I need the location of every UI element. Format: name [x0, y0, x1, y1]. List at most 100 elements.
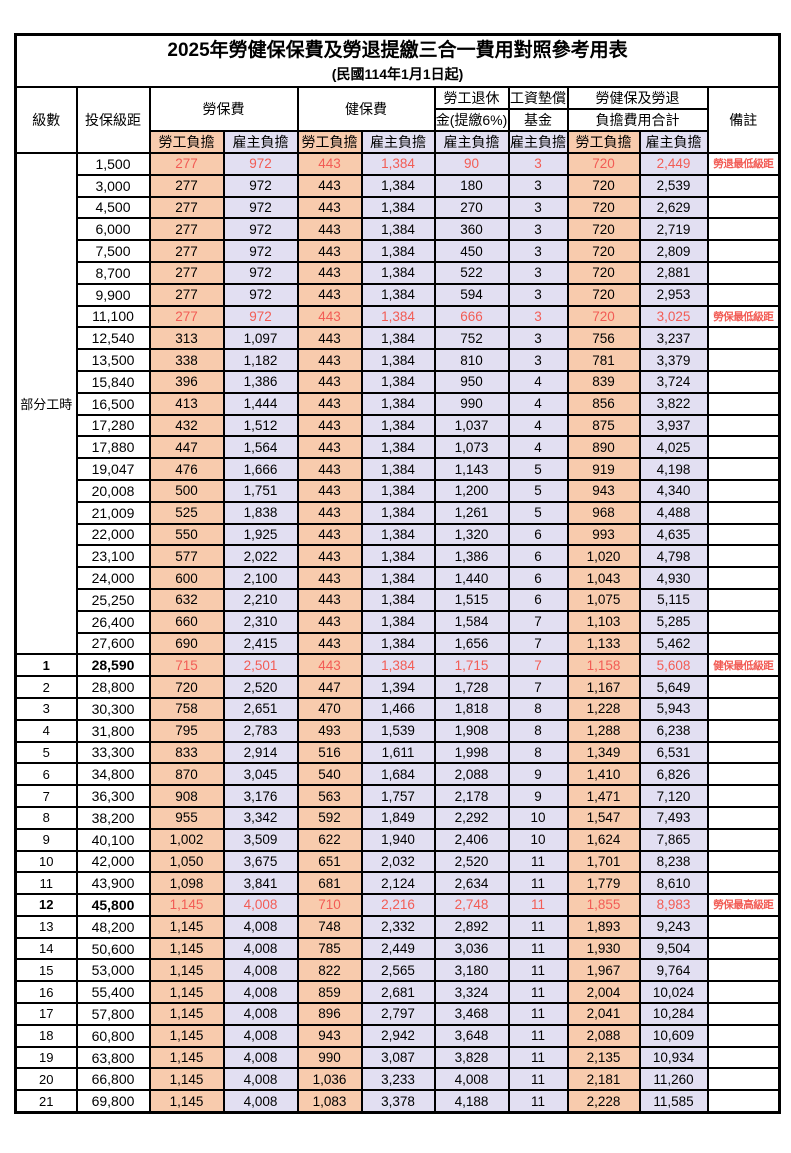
value-cell: 2,415 [222, 631, 299, 656]
value-cell: 2,228 [566, 1089, 641, 1114]
level-cell: 9 [14, 827, 78, 852]
value-cell: 5 [507, 500, 569, 525]
value-cell: 577 [148, 544, 225, 569]
value-cell: 993 [566, 522, 641, 547]
value-cell: 10,609 [638, 1023, 709, 1048]
remark-cell [706, 587, 781, 612]
level-cell: 2 [14, 675, 78, 699]
bracket-cell: 53,000 [75, 958, 151, 983]
value-cell: 720 [566, 260, 641, 285]
value-cell: 1,133 [566, 631, 641, 656]
value-cell: 1,624 [566, 827, 641, 852]
value-cell: 2,292 [433, 805, 510, 830]
value-cell: 7 [507, 631, 569, 656]
value-cell: 11 [507, 914, 569, 939]
value-cell: 4 [507, 413, 569, 438]
value-cell: 2,681 [360, 980, 436, 1005]
value-cell: 1,684 [360, 762, 436, 787]
bracket-cell: 17,280 [75, 413, 151, 438]
level-cell: 6 [14, 762, 78, 787]
value-cell: 11 [507, 1067, 569, 1092]
value-cell: 525 [148, 500, 225, 525]
value-cell: 1,584 [433, 609, 510, 634]
value-cell: 2,719 [638, 217, 709, 242]
value-cell: 6 [507, 522, 569, 547]
remark-cell [706, 348, 781, 372]
value-cell: 4,198 [638, 457, 709, 481]
bracket-cell: 26,400 [75, 609, 151, 634]
bracket-cell: 9,900 [75, 282, 151, 307]
value-cell: 3,724 [638, 369, 709, 394]
value-cell: 10,934 [638, 1045, 709, 1070]
value-cell: 4,008 [222, 1023, 299, 1048]
value-cell: 1,838 [222, 500, 299, 525]
bracket-cell: 45,800 [75, 893, 151, 917]
value-cell: 856 [566, 391, 641, 416]
value-cell: 500 [148, 478, 225, 503]
level-cell: 7 [14, 784, 78, 808]
remark-cell [706, 260, 781, 285]
value-cell: 443 [296, 500, 363, 525]
value-cell: 11 [507, 980, 569, 1005]
value-cell: 1,167 [566, 675, 641, 699]
value-cell: 11 [507, 958, 569, 983]
value-cell: 563 [296, 784, 363, 808]
value-cell: 1,471 [566, 784, 641, 808]
value-cell: 651 [296, 849, 363, 874]
value-cell: 2,449 [360, 936, 436, 961]
remark-cell: 勞保最高級距 [706, 893, 781, 917]
value-cell: 443 [296, 326, 363, 351]
bracket-cell: 36,300 [75, 784, 151, 808]
value-cell: 1,564 [222, 435, 299, 460]
table-row: 3,000 277 972 443 1,384 180 3 720 2,539 [16, 173, 781, 198]
value-cell: 2,748 [433, 893, 510, 917]
value-cell: 1,940 [360, 827, 436, 852]
value-cell: 990 [433, 391, 510, 416]
table-row: 16 55,400 1,145 4,008 859 2,681 3,324 11 2,004 10… [14, 980, 781, 1005]
value-cell: 432 [148, 413, 225, 438]
value-cell: 1,384 [360, 260, 436, 285]
remark-cell [706, 980, 781, 1005]
value-cell: 6,531 [638, 740, 709, 765]
value-cell: 277 [148, 282, 225, 307]
value-cell: 594 [433, 282, 510, 307]
bracket-cell: 21,009 [75, 500, 151, 525]
value-cell: 4,488 [638, 500, 709, 525]
table-row: 6,000 277 972 443 1,384 360 3 720 2,719 [16, 217, 781, 242]
value-cell: 277 [148, 239, 225, 263]
col-header-wage-fund-line1: 工資墊償 [507, 86, 569, 110]
value-cell: 2,332 [360, 914, 436, 939]
value-cell: 1,288 [566, 718, 641, 743]
value-cell: 2,100 [222, 566, 299, 590]
value-cell: 443 [296, 173, 363, 198]
remark-cell [706, 282, 781, 307]
value-cell: 908 [148, 784, 225, 808]
value-cell: 9,504 [638, 936, 709, 961]
value-cell: 7 [507, 609, 569, 634]
value-cell: 632 [148, 587, 225, 612]
value-cell: 3,675 [222, 849, 299, 874]
bracket-cell: 31,800 [75, 718, 151, 743]
value-cell: 1,349 [566, 740, 641, 765]
value-cell: 2,135 [566, 1045, 641, 1070]
value-cell: 972 [222, 173, 299, 198]
value-cell: 4,025 [638, 435, 709, 460]
value-cell: 540 [296, 762, 363, 787]
value-cell: 1,893 [566, 914, 641, 939]
col-header-total-line2: 負擔費用合計 [566, 108, 709, 132]
level-cell: 5 [14, 740, 78, 765]
value-cell: 4,008 [222, 1067, 299, 1092]
remark-cell [706, 435, 781, 460]
table-row: 27,600 690 2,415 443 1,384 1,656 7 1,133 5,462 [16, 631, 781, 656]
table-row: 5 33,300 833 2,914 516 1,611 1,998 8 1,349 6,531 [14, 740, 781, 765]
bracket-cell: 16,500 [75, 391, 151, 416]
value-cell: 10,024 [638, 980, 709, 1005]
bracket-cell: 55,400 [75, 980, 151, 1005]
value-cell: 2,809 [638, 239, 709, 263]
value-cell: 476 [148, 457, 225, 481]
value-cell: 972 [222, 152, 299, 176]
value-cell: 3,509 [222, 827, 299, 852]
remark-cell [706, 871, 781, 896]
value-cell: 2,032 [360, 849, 436, 874]
remark-cell [706, 914, 781, 939]
